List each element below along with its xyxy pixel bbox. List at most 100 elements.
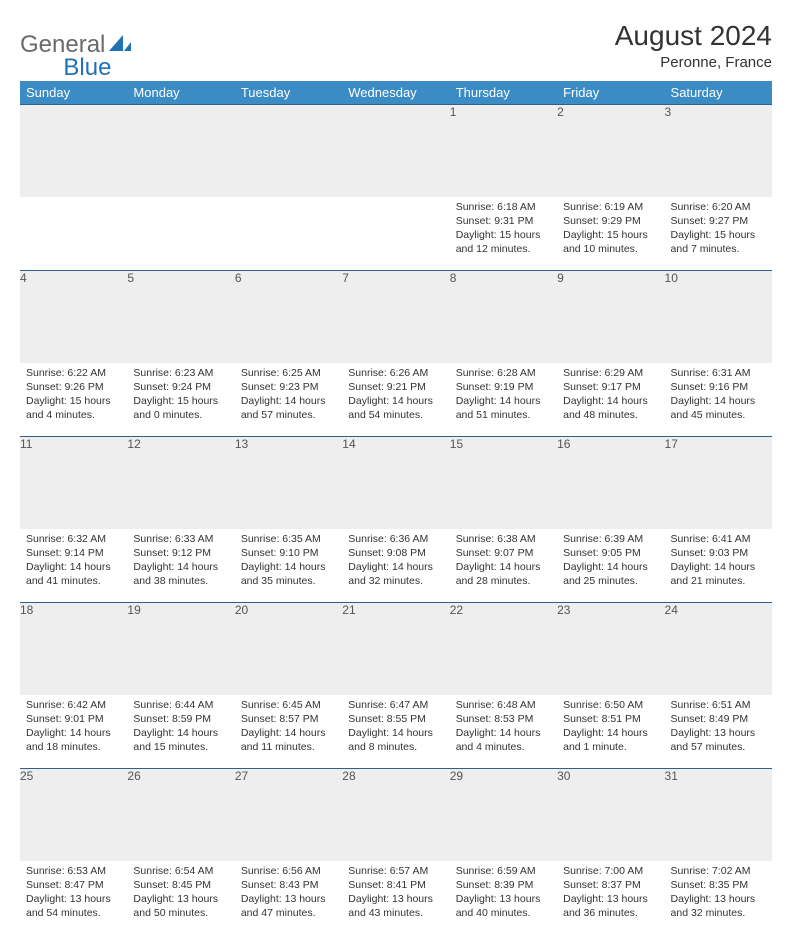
day-number-cell: 11 [20,437,127,529]
day-number-cell: 7 [342,271,449,363]
day-number-row: 123 [20,105,772,197]
sunrise-text: Sunrise: 6:57 AM [348,864,443,878]
logo: General Blue [20,20,159,70]
week-row: Sunrise: 6:22 AMSunset: 9:26 PMDaylight:… [20,363,772,437]
sunset-text: Sunset: 9:10 PM [241,546,336,560]
daylight-text: Daylight: 14 hours and 1 minute. [563,726,658,754]
weekday-header: Tuesday [235,81,342,105]
day-details: Sunrise: 6:38 AMSunset: 9:07 PMDaylight:… [450,529,557,594]
day-number-cell: 29 [450,769,557,861]
sunset-text: Sunset: 8:39 PM [456,878,551,892]
day-details: Sunrise: 6:19 AMSunset: 9:29 PMDaylight:… [557,197,664,262]
day-number-cell: 8 [450,271,557,363]
day-cell: Sunrise: 6:50 AMSunset: 8:51 PMDaylight:… [557,695,664,769]
day-number-cell: 31 [665,769,772,861]
sunrise-text: Sunrise: 6:19 AM [563,200,658,214]
sunrise-text: Sunrise: 6:18 AM [456,200,551,214]
day-details: Sunrise: 6:39 AMSunset: 9:05 PMDaylight:… [557,529,664,594]
sunrise-text: Sunrise: 6:32 AM [26,532,121,546]
day-number-cell: 17 [665,437,772,529]
sunset-text: Sunset: 8:45 PM [133,878,228,892]
daylight-text: Daylight: 14 hours and 21 minutes. [671,560,766,588]
logo-text-2: Blue [63,54,111,82]
sunrise-text: Sunrise: 6:45 AM [241,698,336,712]
day-details: Sunrise: 6:48 AMSunset: 8:53 PMDaylight:… [450,695,557,760]
day-number-cell: 15 [450,437,557,529]
sunrise-text: Sunrise: 6:20 AM [671,200,766,214]
day-cell: Sunrise: 6:53 AMSunset: 8:47 PMDaylight:… [20,861,127,935]
day-cell: Sunrise: 7:02 AMSunset: 8:35 PMDaylight:… [665,861,772,935]
day-number-cell [342,105,449,197]
sunrise-text: Sunrise: 6:54 AM [133,864,228,878]
day-number-cell [20,105,127,197]
calendar-table: Sunday Monday Tuesday Wednesday Thursday… [20,81,772,935]
daylight-text: Daylight: 14 hours and 8 minutes. [348,726,443,754]
sunset-text: Sunset: 9:17 PM [563,380,658,394]
sunset-text: Sunset: 8:49 PM [671,712,766,726]
sunrise-text: Sunrise: 6:56 AM [241,864,336,878]
sunrise-text: Sunrise: 6:44 AM [133,698,228,712]
day-cell: Sunrise: 6:33 AMSunset: 9:12 PMDaylight:… [127,529,234,603]
daylight-text: Daylight: 15 hours and 4 minutes. [26,394,121,422]
page-title: August 2024 [615,20,772,52]
sunrise-text: Sunrise: 6:26 AM [348,366,443,380]
sunset-text: Sunset: 9:08 PM [348,546,443,560]
daylight-text: Daylight: 13 hours and 40 minutes. [456,892,551,920]
day-cell: Sunrise: 6:25 AMSunset: 9:23 PMDaylight:… [235,363,342,437]
daylight-text: Daylight: 13 hours and 57 minutes. [671,726,766,754]
daylight-text: Daylight: 14 hours and 18 minutes. [26,726,121,754]
day-details: Sunrise: 6:33 AMSunset: 9:12 PMDaylight:… [127,529,234,594]
day-details: Sunrise: 6:22 AMSunset: 9:26 PMDaylight:… [20,363,127,428]
daylight-text: Daylight: 14 hours and 45 minutes. [671,394,766,422]
day-number-cell [235,105,342,197]
sunset-text: Sunset: 9:12 PM [133,546,228,560]
day-number-cell: 12 [127,437,234,529]
header: General Blue August 2024 Peronne, France [20,20,772,71]
daylight-text: Daylight: 14 hours and 15 minutes. [133,726,228,754]
day-number-cell: 21 [342,603,449,695]
weekday-header: Monday [127,81,234,105]
day-cell: Sunrise: 6:45 AMSunset: 8:57 PMDaylight:… [235,695,342,769]
day-cell: Sunrise: 6:57 AMSunset: 8:41 PMDaylight:… [342,861,449,935]
daylight-text: Daylight: 13 hours and 47 minutes. [241,892,336,920]
day-number-cell: 18 [20,603,127,695]
daylight-text: Daylight: 15 hours and 12 minutes. [456,228,551,256]
day-cell: Sunrise: 6:22 AMSunset: 9:26 PMDaylight:… [20,363,127,437]
sunrise-text: Sunrise: 6:53 AM [26,864,121,878]
day-cell: Sunrise: 6:36 AMSunset: 9:08 PMDaylight:… [342,529,449,603]
day-cell: Sunrise: 6:51 AMSunset: 8:49 PMDaylight:… [665,695,772,769]
logo-sail-icon [109,33,131,58]
daylight-text: Daylight: 14 hours and 54 minutes. [348,394,443,422]
sunset-text: Sunset: 8:37 PM [563,878,658,892]
sunrise-text: Sunrise: 6:38 AM [456,532,551,546]
day-details: Sunrise: 6:28 AMSunset: 9:19 PMDaylight:… [450,363,557,428]
daylight-text: Daylight: 13 hours and 36 minutes. [563,892,658,920]
week-row: Sunrise: 6:42 AMSunset: 9:01 PMDaylight:… [20,695,772,769]
sunrise-text: Sunrise: 6:25 AM [241,366,336,380]
day-number-cell: 3 [665,105,772,197]
day-number-row: 18192021222324 [20,603,772,695]
week-row: Sunrise: 6:32 AMSunset: 9:14 PMDaylight:… [20,529,772,603]
daylight-text: Daylight: 14 hours and 11 minutes. [241,726,336,754]
sunset-text: Sunset: 9:16 PM [671,380,766,394]
day-details: Sunrise: 6:18 AMSunset: 9:31 PMDaylight:… [450,197,557,262]
sunset-text: Sunset: 9:24 PM [133,380,228,394]
day-number-row: 45678910 [20,271,772,363]
page-subtitle: Peronne, France [615,54,772,71]
sunrise-text: Sunrise: 6:35 AM [241,532,336,546]
calendar-body: 123Sunrise: 6:18 AMSunset: 9:31 PMDaylig… [20,105,772,935]
daylight-text: Daylight: 15 hours and 7 minutes. [671,228,766,256]
daylight-text: Daylight: 13 hours and 32 minutes. [671,892,766,920]
day-details: Sunrise: 6:53 AMSunset: 8:47 PMDaylight:… [20,861,127,926]
sunrise-text: Sunrise: 6:23 AM [133,366,228,380]
sunrise-text: Sunrise: 6:36 AM [348,532,443,546]
sunset-text: Sunset: 9:05 PM [563,546,658,560]
sunset-text: Sunset: 9:27 PM [671,214,766,228]
day-number-cell: 2 [557,105,664,197]
day-number-cell: 22 [450,603,557,695]
day-details: Sunrise: 6:20 AMSunset: 9:27 PMDaylight:… [665,197,772,262]
sunset-text: Sunset: 8:59 PM [133,712,228,726]
daylight-text: Daylight: 13 hours and 54 minutes. [26,892,121,920]
weekday-header-row: Sunday Monday Tuesday Wednesday Thursday… [20,81,772,105]
daylight-text: Daylight: 13 hours and 43 minutes. [348,892,443,920]
